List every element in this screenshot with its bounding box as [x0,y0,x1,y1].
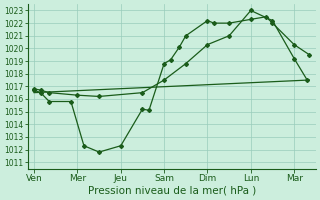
X-axis label: Pression niveau de la mer( hPa ): Pression niveau de la mer( hPa ) [88,186,256,196]
